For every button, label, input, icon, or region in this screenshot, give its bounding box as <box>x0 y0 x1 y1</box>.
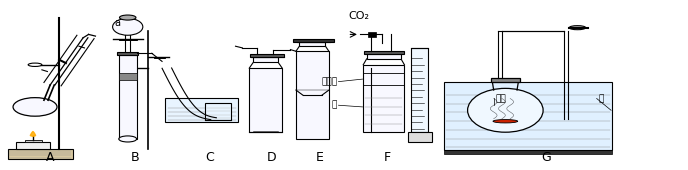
Text: G: G <box>541 151 551 164</box>
Text: 水: 水 <box>598 94 603 103</box>
Bar <box>249 68 282 132</box>
Bar <box>365 73 403 85</box>
Ellipse shape <box>119 136 137 142</box>
Text: a: a <box>114 18 120 28</box>
Bar <box>367 54 401 59</box>
Bar <box>253 57 278 62</box>
Text: B: B <box>130 151 139 164</box>
Bar <box>250 54 284 57</box>
Text: D: D <box>267 151 277 164</box>
Bar <box>119 55 137 139</box>
Bar <box>16 142 50 149</box>
Ellipse shape <box>13 98 57 116</box>
Bar <box>491 78 519 82</box>
Ellipse shape <box>493 120 517 123</box>
Text: E: E <box>316 151 324 164</box>
Bar <box>296 51 329 139</box>
Ellipse shape <box>120 15 136 20</box>
Ellipse shape <box>468 88 543 132</box>
Polygon shape <box>30 131 36 137</box>
Bar <box>119 39 137 40</box>
Bar <box>444 82 612 150</box>
Text: 植物油: 植物油 <box>321 77 337 86</box>
Bar <box>368 32 376 37</box>
Text: F: F <box>384 151 391 164</box>
Bar <box>154 57 165 58</box>
Bar <box>408 132 432 142</box>
Text: CO₂: CO₂ <box>349 11 370 21</box>
Bar <box>292 39 334 42</box>
Bar <box>364 51 404 54</box>
Bar <box>411 48 429 132</box>
Text: A: A <box>46 151 54 164</box>
Bar <box>118 52 138 55</box>
Text: 水: 水 <box>332 101 337 110</box>
Bar <box>205 103 231 120</box>
Ellipse shape <box>569 26 585 30</box>
Bar <box>299 42 325 46</box>
Bar <box>166 98 237 122</box>
Ellipse shape <box>113 18 143 35</box>
Bar <box>363 65 405 132</box>
Bar <box>119 73 137 80</box>
Bar <box>25 140 42 142</box>
Bar <box>8 149 73 159</box>
Text: 红磷: 红磷 <box>495 94 506 103</box>
Bar <box>444 150 612 154</box>
Text: C: C <box>206 151 215 164</box>
